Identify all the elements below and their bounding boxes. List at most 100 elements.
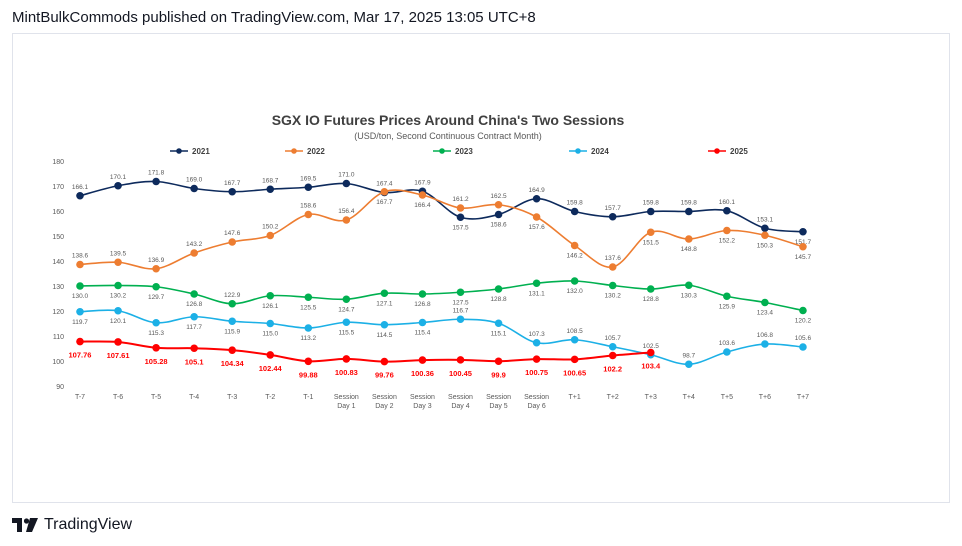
data-label-2021: 160.1 bbox=[719, 199, 736, 206]
data-label-2024: 98.7 bbox=[682, 352, 695, 359]
data-label-2025: 102.2 bbox=[603, 365, 622, 374]
data-label-2025: 99.9 bbox=[491, 370, 506, 379]
data-point-2021 bbox=[190, 184, 198, 193]
data-point-2022 bbox=[608, 263, 617, 271]
data-label-2022: 162.5 bbox=[490, 193, 507, 200]
data-label-2021: 167.7 bbox=[224, 180, 241, 187]
data-point-2024 bbox=[76, 307, 84, 316]
x-tick-label: Session Day 5 bbox=[486, 394, 511, 410]
data-label-2025: 99.88 bbox=[299, 370, 318, 379]
x-tick-label: T+2 bbox=[607, 394, 619, 401]
x-tick-label: Session Day 6 bbox=[524, 394, 549, 410]
data-label-2022: 166.4 bbox=[414, 202, 431, 209]
data-label-2022: 148.8 bbox=[681, 246, 698, 253]
x-tick-label: T+5 bbox=[721, 394, 733, 401]
data-label-2022: 156.4 bbox=[338, 208, 355, 215]
legend-item-2024: 2024 bbox=[569, 147, 609, 156]
data-point-2021 bbox=[76, 191, 84, 200]
data-label-2022: 150.3 bbox=[757, 242, 774, 249]
data-point-2024 bbox=[532, 338, 541, 347]
x-tick-label: T-1 bbox=[303, 394, 313, 401]
data-point-2021 bbox=[723, 206, 731, 215]
legend-item-2021: 2021 bbox=[170, 147, 210, 156]
data-point-2023 bbox=[266, 291, 275, 300]
data-point-2025 bbox=[114, 338, 122, 346]
data-label-2023: 131.1 bbox=[528, 290, 545, 297]
data-point-2023 bbox=[532, 279, 541, 288]
data-point-2021 bbox=[456, 213, 465, 222]
data-label-2025: 107.61 bbox=[107, 351, 130, 360]
data-label-2021: 171.8 bbox=[148, 170, 165, 177]
data-label-2021: 158.6 bbox=[490, 222, 507, 229]
x-tick-label: T-3 bbox=[227, 394, 237, 401]
data-label-2024: 105.7 bbox=[605, 335, 622, 342]
data-label-2021: 159.8 bbox=[681, 200, 698, 207]
data-point-2023 bbox=[380, 289, 389, 298]
x-tick-label: T+7 bbox=[797, 394, 809, 401]
data-label-2023: 127.1 bbox=[376, 300, 393, 307]
data-label-2023: 125.9 bbox=[719, 303, 736, 310]
data-point-2021 bbox=[342, 179, 351, 188]
data-point-2024 bbox=[723, 348, 731, 356]
data-label-2022: 147.6 bbox=[224, 230, 241, 237]
data-point-2024 bbox=[608, 342, 617, 351]
data-point-2023 bbox=[418, 290, 427, 298]
x-tick-label: T-4 bbox=[189, 394, 199, 401]
data-point-2022 bbox=[723, 226, 731, 235]
data-point-2023 bbox=[304, 293, 313, 302]
data-label-2021: 153.1 bbox=[757, 216, 774, 223]
data-label-2021: 159.8 bbox=[643, 200, 660, 207]
data-label-2023: 130.2 bbox=[110, 293, 127, 300]
data-point-2022 bbox=[570, 241, 579, 250]
x-axis: T-7 T-6 T-5 T-4 T-3 T-2 T-1 Session Day 1 Session… bbox=[75, 394, 809, 410]
data-label-2021: 159.8 bbox=[567, 200, 584, 207]
data-label-2023: 120.2 bbox=[795, 318, 812, 325]
data-label-2025: 100.45 bbox=[449, 369, 472, 378]
data-point-2023 bbox=[152, 282, 160, 291]
data-label-2024: 113.2 bbox=[300, 335, 316, 342]
publish-header: MintBulkCommods published on TradingView… bbox=[12, 9, 536, 26]
legend-label: 2021 bbox=[192, 147, 210, 156]
data-point-2022 bbox=[342, 216, 351, 224]
data-point-2025 bbox=[380, 357, 389, 366]
legend-marker bbox=[714, 148, 720, 154]
series-2021: 166.1 170.1 171.8 169.0 167.7 168.7 169.5 171.0… bbox=[72, 170, 812, 246]
data-point-2023 bbox=[228, 299, 236, 308]
x-tick-label: T+1 bbox=[569, 394, 581, 401]
plot-area: 166.1 170.1 171.8 169.0 167.7 168.7 169.5 171.0… bbox=[69, 170, 812, 380]
data-point-2024 bbox=[799, 343, 807, 351]
legend-label: 2025 bbox=[730, 147, 748, 156]
legend-item-2022: 2022 bbox=[285, 147, 325, 156]
data-point-2024 bbox=[304, 324, 313, 332]
data-label-2023: 127.5 bbox=[452, 299, 469, 306]
data-point-2024 bbox=[418, 318, 427, 327]
data-point-2024 bbox=[761, 340, 769, 348]
data-point-2023 bbox=[494, 285, 503, 293]
data-label-2024: 115.4 bbox=[415, 330, 431, 337]
data-label-2021: 167.9 bbox=[414, 179, 431, 186]
data-label-2021: 166.1 bbox=[72, 184, 89, 191]
x-tick-label: T-5 bbox=[151, 394, 161, 401]
data-label-2021: 171.0 bbox=[338, 172, 355, 179]
data-point-2021 bbox=[608, 212, 617, 221]
y-tick-label: 100 bbox=[52, 359, 64, 366]
data-point-2021 bbox=[570, 207, 579, 216]
data-point-2025 bbox=[266, 351, 275, 359]
data-point-2021 bbox=[799, 227, 807, 236]
series-2024: 119.7 120.1 115.3 117.7 115.9 115.0 113.2 115.5… bbox=[72, 306, 811, 369]
data-label-2023: 130.0 bbox=[72, 293, 89, 300]
tradingview-logo-icon bbox=[12, 518, 38, 532]
data-point-2022 bbox=[304, 210, 313, 219]
data-label-2023: 128.8 bbox=[490, 296, 507, 303]
data-label-2023: 129.7 bbox=[148, 294, 165, 301]
data-label-2024: 115.1 bbox=[491, 330, 507, 337]
chart-frame: SGX IO Futures Prices Around China's Two… bbox=[12, 33, 950, 503]
data-label-2024: 115.0 bbox=[262, 331, 278, 338]
data-point-2024 bbox=[152, 318, 160, 327]
data-label-2021: 151.7 bbox=[795, 239, 812, 246]
data-label-2025: 100.83 bbox=[335, 368, 358, 377]
data-label-2024: 120.1 bbox=[110, 318, 127, 325]
series-line-2025 bbox=[79, 340, 651, 363]
data-label-2022: 161.2 bbox=[452, 196, 469, 203]
data-label-2025: 100.75 bbox=[525, 368, 548, 377]
